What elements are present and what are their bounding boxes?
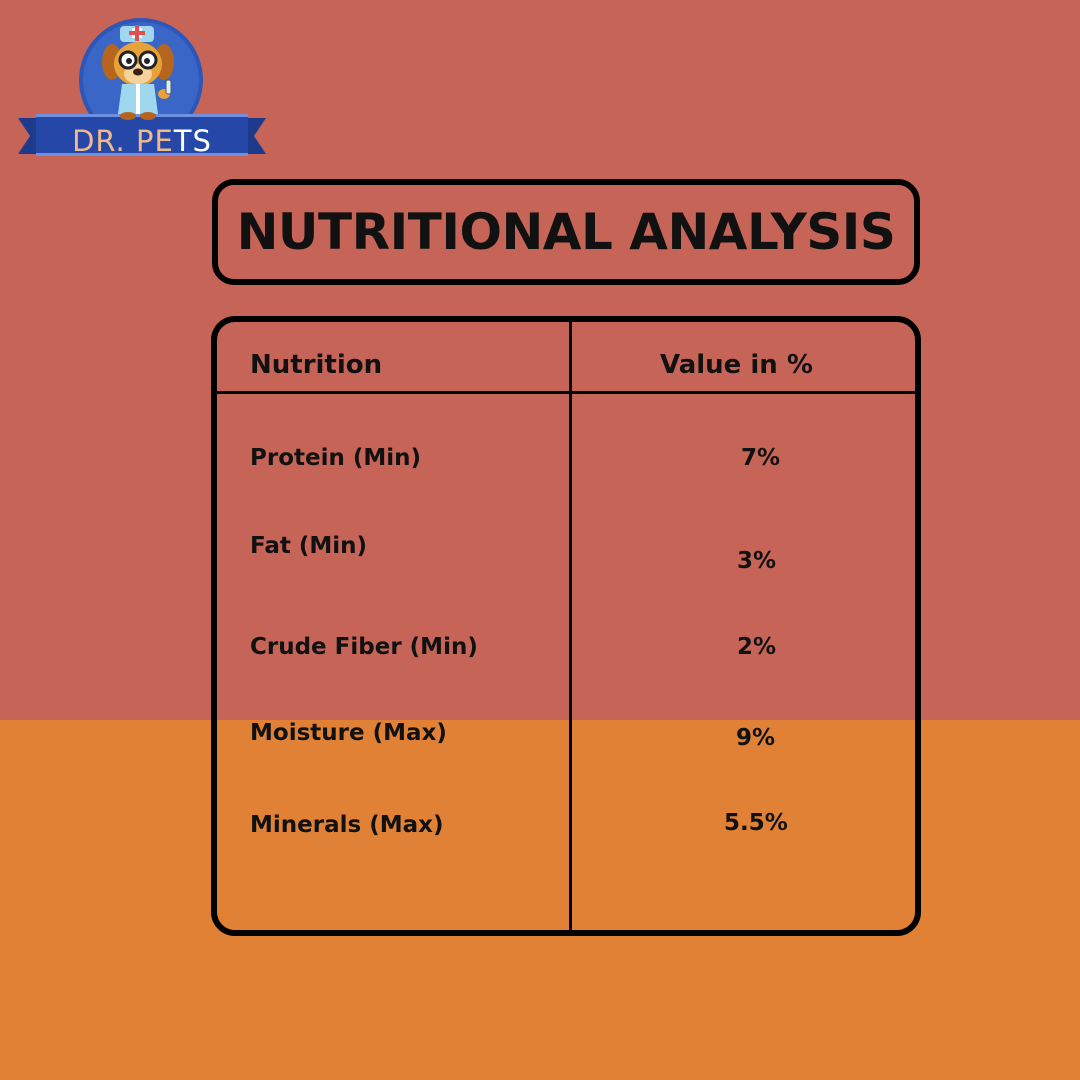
nutrient-label: Crude Fiber (Min) bbox=[250, 634, 478, 660]
page-title: NUTRITIONAL ANALYSIS bbox=[236, 203, 896, 261]
header-nutrition: Nutrition bbox=[250, 350, 383, 380]
nutrition-table: Nutrition Value in % Protein (Min) 7% Fa… bbox=[211, 316, 921, 936]
logo-text: DR. PETS bbox=[72, 124, 212, 158]
nutrient-label: Minerals (Max) bbox=[250, 812, 444, 838]
doctor-dog-icon bbox=[18, 18, 266, 156]
nutrient-value: 7% bbox=[741, 445, 781, 471]
nutrient-value: 9% bbox=[736, 725, 776, 751]
nutrient-label: Fat (Min) bbox=[250, 533, 368, 559]
nutrient-value: 5.5% bbox=[724, 810, 788, 836]
title-box: NUTRITIONAL ANALYSIS bbox=[212, 179, 920, 285]
column-divider bbox=[569, 322, 572, 930]
nutrient-value: 2% bbox=[737, 634, 777, 660]
dr-pets-logo: DR. PETS bbox=[14, 18, 270, 160]
background-bottom bbox=[0, 720, 1080, 1080]
nutrient-label: Moisture (Max) bbox=[250, 720, 447, 746]
header-value: Value in % bbox=[660, 350, 813, 380]
nutrient-label: Protein (Min) bbox=[250, 445, 422, 471]
nutrient-value: 3% bbox=[737, 548, 777, 574]
header-divider bbox=[217, 391, 915, 394]
